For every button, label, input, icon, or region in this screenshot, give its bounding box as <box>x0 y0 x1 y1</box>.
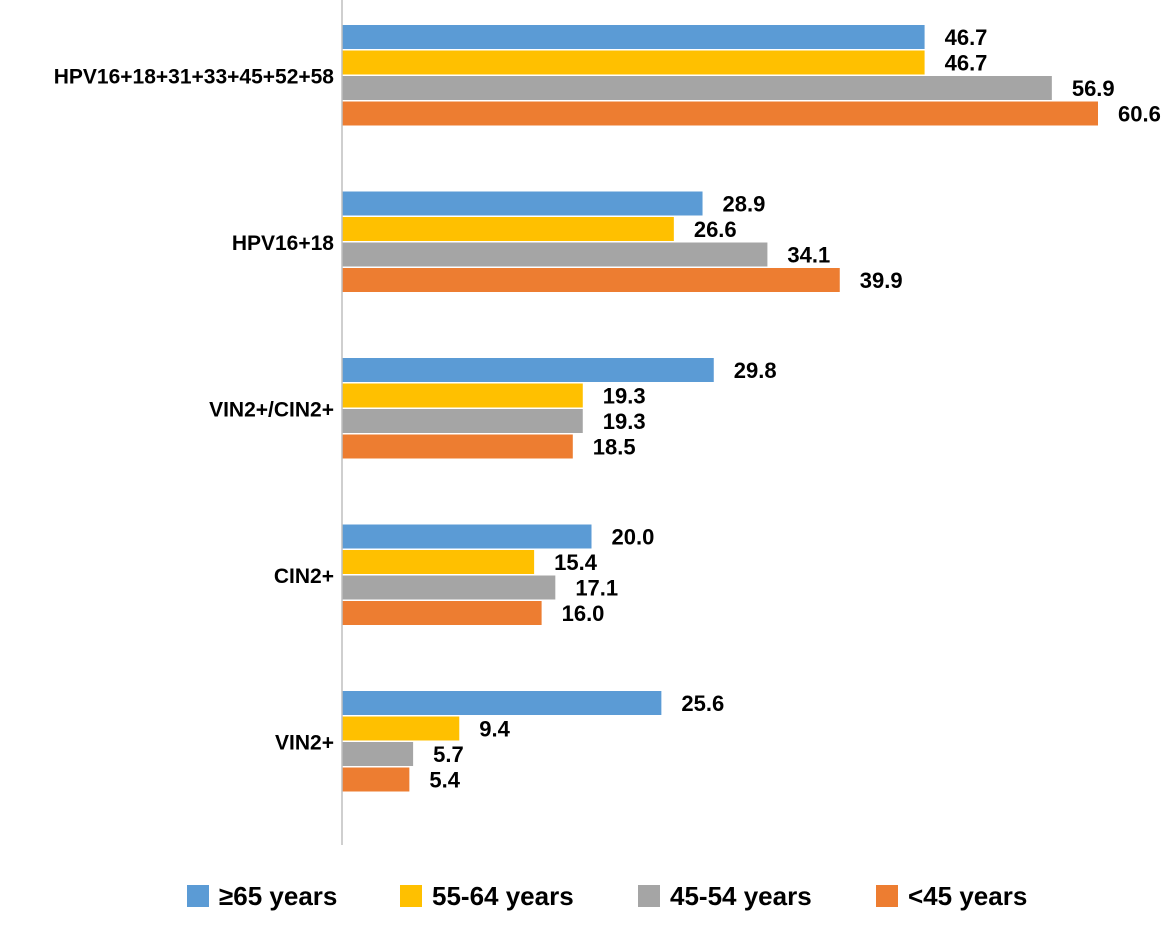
bar-hpv16-18-45-54-years <box>342 242 768 267</box>
bar-hpv16-18-55-64-years <box>342 217 674 241</box>
category-label: VIN2+/CIN2+ <box>209 398 334 421</box>
legend-swatch-45-54-years <box>638 885 660 907</box>
data-label: 46.7 <box>945 25 988 50</box>
data-label: 26.6 <box>694 217 737 242</box>
legend-swatch-55-64-years <box>400 885 422 907</box>
bar-hpv16-18-31-33-45-52-58-45-years <box>342 101 1098 126</box>
bar-cin2-45-years <box>342 601 542 625</box>
data-label: 39.9 <box>860 268 903 293</box>
data-label: 9.4 <box>479 717 510 742</box>
bar-vin2-cin2-45-years <box>342 434 573 459</box>
data-label: 25.6 <box>681 691 724 716</box>
data-label: 18.5 <box>593 435 636 460</box>
data-label: 5.7 <box>433 742 464 767</box>
data-label: 5.4 <box>429 768 460 793</box>
category-labels-layer: HPV16+18+31+33+45+52+58 HPV16+18 VIN2+/CIN… <box>54 65 335 754</box>
category-label: HPV16+18 <box>232 232 334 255</box>
data-label: 20.0 <box>612 525 655 550</box>
bar-hpv16-18-31-33-45-52-58-65-years <box>342 25 925 49</box>
bar-cin2-45-54-years <box>342 575 556 600</box>
bar-cin2-55-64-years <box>342 550 535 574</box>
legend-label: 45-54 years <box>670 881 812 911</box>
data-label: 16.0 <box>562 601 605 626</box>
legend-swatch-65-years <box>187 885 209 907</box>
bar-vin2-55-64-years <box>342 716 460 741</box>
data-label: 19.3 <box>603 409 646 434</box>
bar-vin2-cin2-65-years <box>342 358 714 382</box>
category-label: VIN2+ <box>275 731 334 754</box>
legend-label: <45 years <box>908 881 1027 911</box>
bar-vin2-45-years <box>342 767 410 792</box>
data-label: 60.6 <box>1118 102 1161 127</box>
bar-hpv16-18-65-years <box>342 191 703 216</box>
data-label: 17.1 <box>575 576 618 601</box>
bar-hpv16-18-31-33-45-52-58-55-64-years <box>342 50 925 75</box>
data-label: 34.1 <box>787 243 830 268</box>
category-label: HPV16+18+31+33+45+52+58 <box>54 65 335 88</box>
bar-hpv16-18-45-years <box>342 268 840 292</box>
legend-swatch-45-years <box>876 885 898 907</box>
value-labels-layer: 46.746.7 56.960.6 28.926.6 34.1 39.9 29.8 19.3… <box>429 25 1160 793</box>
data-label: 29.8 <box>734 358 777 383</box>
data-label: 15.4 <box>554 550 598 575</box>
legend-label: 55-64 years <box>432 881 574 911</box>
bar-vin2-cin2-45-54-years <box>342 409 583 433</box>
bar-cin2-65-years <box>342 524 592 549</box>
bar-hpv16-18-31-33-45-52-58-45-54-years <box>342 76 1052 100</box>
bars-layer <box>342 25 1098 792</box>
bar-vin2-45-54-years <box>342 742 414 766</box>
legend: ≥65 years 55-64 years 45-54 years <45 years <box>187 881 1027 911</box>
data-label: 46.7 <box>945 51 988 76</box>
category-label: CIN2+ <box>274 565 334 588</box>
data-label: 28.9 <box>723 192 766 217</box>
data-label: 19.3 <box>603 384 646 409</box>
bar-vin2-cin2-55-64-years <box>342 383 583 408</box>
bar-vin2-65-years <box>342 691 662 715</box>
legend-label: ≥65 years <box>219 881 337 911</box>
data-label: 56.9 <box>1072 76 1115 101</box>
